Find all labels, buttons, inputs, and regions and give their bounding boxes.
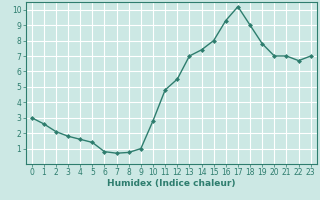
X-axis label: Humidex (Indice chaleur): Humidex (Indice chaleur) [107,179,236,188]
